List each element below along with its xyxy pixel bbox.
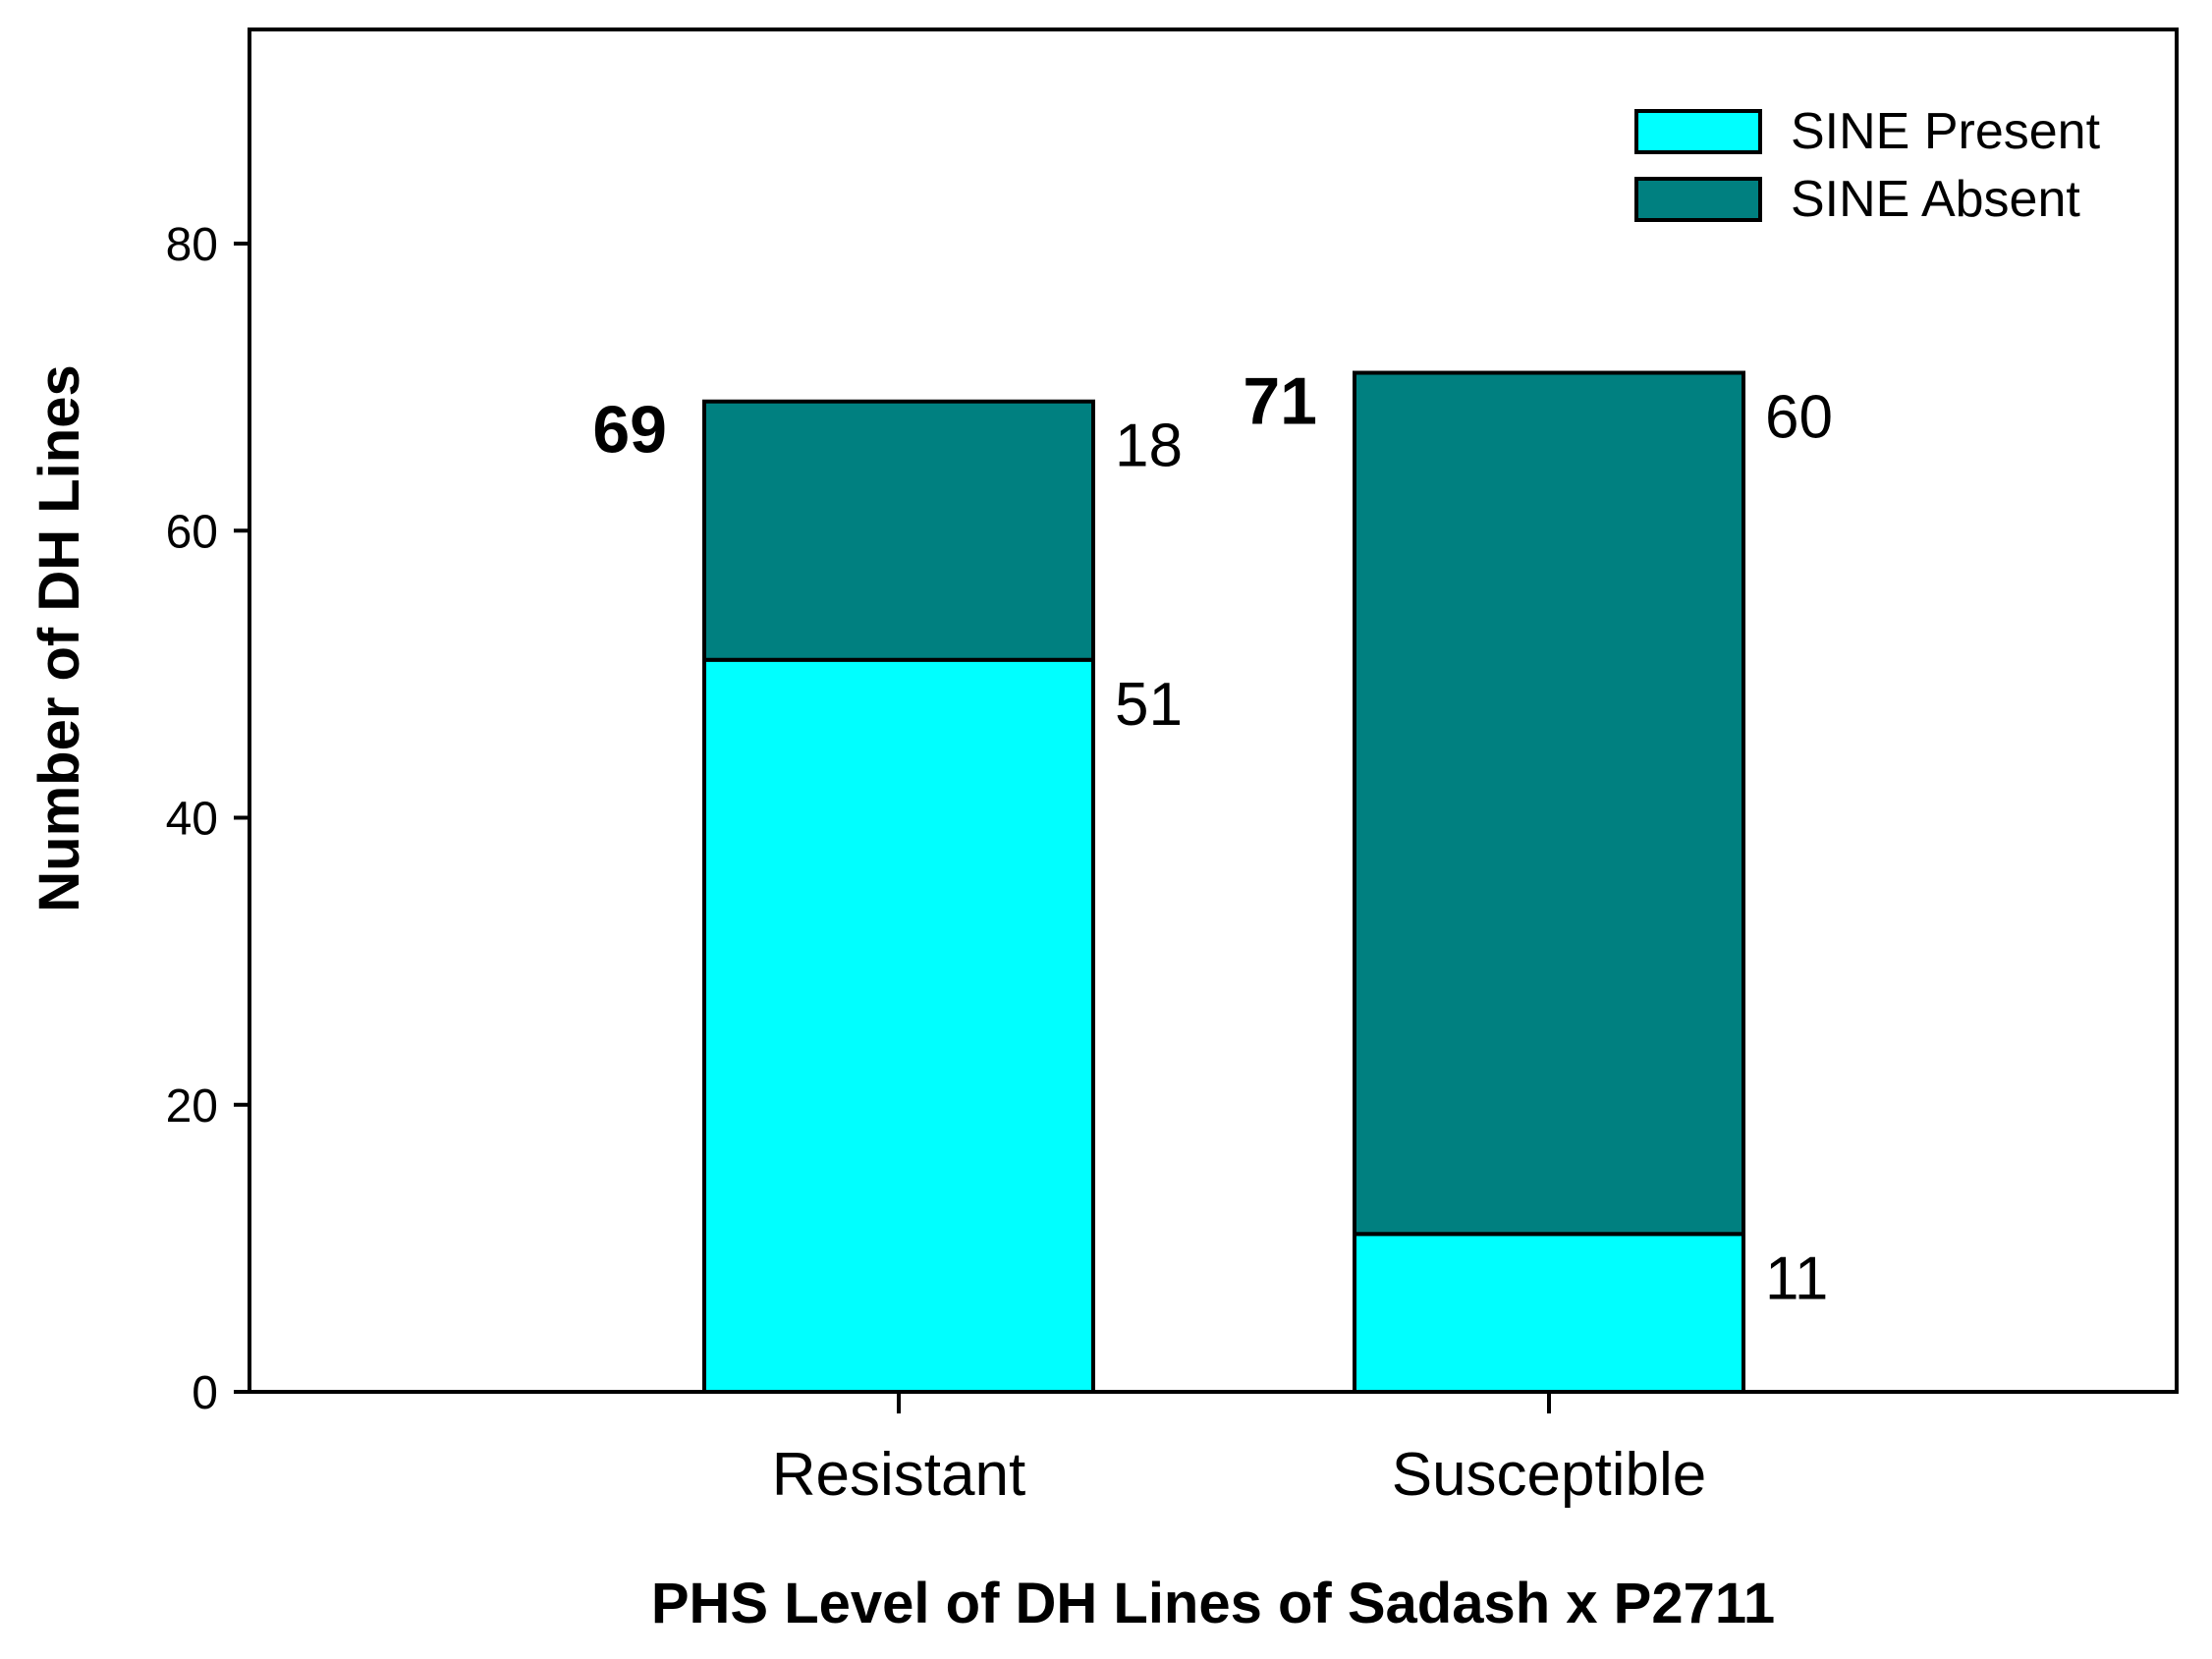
bar-total-label: 71 <box>1243 364 1317 439</box>
x-tick-label: Susceptible <box>1392 1441 1707 1509</box>
bar-segment <box>1353 1232 1745 1394</box>
y-tick-label: 40 <box>166 794 218 846</box>
bars <box>702 370 1745 1394</box>
bar-segment <box>702 657 1095 1394</box>
bar-labels: 51 18 69 11 60 71 <box>592 364 1833 1313</box>
plot-frame <box>248 28 2179 1394</box>
legend-label: SINE Present <box>1791 103 2101 160</box>
x-tick-label: Resistant <box>772 1441 1025 1509</box>
x-axis-title: PHS Level of DH Lines of Sadash x P2711 <box>651 1572 1775 1635</box>
segment-value-label: 60 <box>1765 384 1833 452</box>
segment-value-label: 18 <box>1115 413 1183 480</box>
legend-swatch <box>1634 109 1762 154</box>
y-axis: 0 20 40 60 80 <box>166 219 249 1419</box>
bar-segment <box>1353 370 1745 1237</box>
legend-label: SINE Absent <box>1791 171 2080 228</box>
segment-value-label: 51 <box>1115 671 1183 739</box>
bar-segment <box>702 399 1095 662</box>
y-tick-label: 20 <box>166 1080 218 1133</box>
y-axis-title: Number of DH Lines <box>28 364 91 912</box>
x-axis: Resistant Susceptible <box>772 1392 1707 1509</box>
legend: SINE Present SINE Absent <box>1634 103 2101 228</box>
y-tick-label: 60 <box>166 506 218 558</box>
bar-total-label: 69 <box>592 393 667 468</box>
y-tick-label: 80 <box>166 219 218 271</box>
y-tick-label: 0 <box>192 1367 218 1419</box>
segment-value-label: 11 <box>1765 1244 1828 1312</box>
legend-swatch <box>1634 177 1762 222</box>
